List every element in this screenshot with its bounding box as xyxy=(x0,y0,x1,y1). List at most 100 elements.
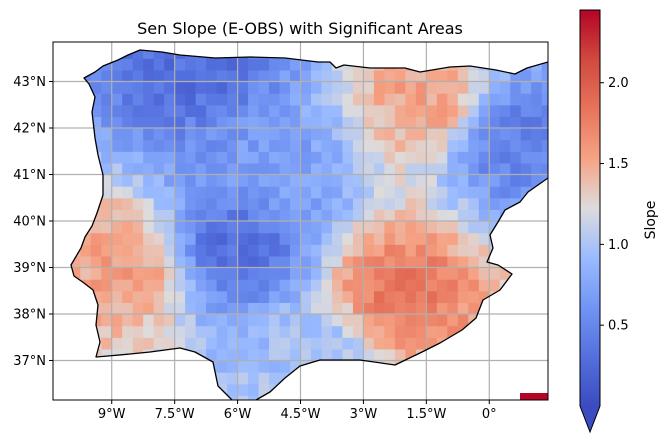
heatmap-cell xyxy=(174,325,186,338)
heatmap-cell xyxy=(363,151,375,164)
chart-title: Sen Slope (E-OBS) with Significant Areas xyxy=(137,19,463,38)
heatmap-cell xyxy=(111,81,123,94)
heatmap-cell xyxy=(310,348,323,362)
heatmap-cell xyxy=(111,221,123,234)
heatmap-cell xyxy=(426,139,438,152)
heatmap-cell xyxy=(384,197,396,210)
heatmap-cell xyxy=(436,162,448,176)
heatmap-cell xyxy=(269,267,281,280)
heatmap-cell xyxy=(195,255,207,269)
heatmap-cell xyxy=(237,58,249,71)
heatmap-cell xyxy=(300,209,312,222)
heatmap-cell xyxy=(185,232,197,245)
heatmap-cell xyxy=(90,267,102,280)
heatmap-cell xyxy=(384,302,396,315)
heatmap-cell xyxy=(405,290,417,303)
heatmap-cell xyxy=(216,197,228,210)
heatmap-cell xyxy=(310,325,323,338)
heatmap-cell xyxy=(468,209,480,222)
heatmap-cell xyxy=(478,174,490,187)
heatmap-cell xyxy=(426,209,438,222)
heatmap-cell xyxy=(373,255,385,269)
heatmap-cell xyxy=(132,50,144,59)
heatmap-cell xyxy=(321,104,333,117)
heatmap-cell xyxy=(310,209,323,222)
heatmap-cell xyxy=(447,279,459,292)
heatmap-cell xyxy=(195,209,207,222)
heatmap-cell xyxy=(510,139,522,152)
heatmap-cell xyxy=(373,139,385,152)
heatmap-cell xyxy=(394,302,406,315)
heatmap-cell xyxy=(415,81,427,94)
heatmap-cell xyxy=(101,174,113,187)
heatmap-cell xyxy=(185,290,197,303)
heatmap-cell xyxy=(478,162,490,176)
heatmap-cell xyxy=(143,279,155,292)
heatmap-cell xyxy=(216,58,228,71)
heatmap-cell xyxy=(331,151,344,164)
heatmap-cell xyxy=(258,255,270,269)
heatmap-cell xyxy=(279,255,291,269)
heatmap-cell xyxy=(111,128,123,141)
heatmap-cell xyxy=(122,325,134,338)
heatmap-cell xyxy=(195,128,207,141)
heatmap-cell xyxy=(541,81,548,94)
heatmap-cell xyxy=(174,139,186,152)
heatmap-cell xyxy=(143,93,155,106)
heatmap-cell xyxy=(489,93,501,106)
heatmap-cell xyxy=(227,186,239,199)
heatmap-cell xyxy=(248,93,260,106)
heatmap-cell xyxy=(447,325,459,338)
heatmap-cell xyxy=(111,162,123,176)
heatmap-cell xyxy=(132,116,144,129)
heatmap-cell xyxy=(185,302,197,315)
heatmap-cell xyxy=(237,232,249,245)
y-tick-label: 42°N xyxy=(13,122,46,137)
heatmap-cell xyxy=(342,93,354,106)
heatmap-cell xyxy=(164,313,176,327)
heatmap-cell xyxy=(520,128,532,141)
heatmap-cell xyxy=(111,197,123,210)
heatmap-cell xyxy=(499,151,511,164)
heatmap-cell xyxy=(279,302,291,315)
heatmap-cell xyxy=(143,209,155,222)
heatmap-cell xyxy=(101,151,113,164)
x-tick-label: 6°W xyxy=(224,407,252,422)
heatmap-cell xyxy=(331,313,344,327)
heatmap-cell xyxy=(290,232,302,245)
heatmap-cell xyxy=(510,174,522,187)
heatmap-cell xyxy=(457,290,469,303)
heatmap-cell xyxy=(447,221,459,234)
heatmap-cell xyxy=(405,232,417,245)
heatmap-cell xyxy=(394,290,406,303)
heatmap-cell xyxy=(342,302,354,315)
heatmap-cell xyxy=(426,93,438,106)
heatmap-cell xyxy=(468,244,480,257)
heatmap-cell xyxy=(394,209,406,222)
heatmap-cell xyxy=(510,116,522,129)
heatmap-cell xyxy=(499,186,511,199)
heatmap-cell xyxy=(206,69,218,83)
heatmap-cell xyxy=(269,116,281,129)
heatmap-cell xyxy=(185,337,197,350)
heatmap-cell xyxy=(300,58,312,71)
heatmap-cell xyxy=(164,267,176,280)
heatmap-cell xyxy=(122,69,134,83)
heatmap-cell xyxy=(174,116,186,129)
heatmap-cell xyxy=(164,232,176,245)
heatmap-cell xyxy=(373,313,385,327)
heatmap-cell xyxy=(164,197,176,210)
heatmap-cell xyxy=(394,139,406,152)
heatmap-cell xyxy=(426,221,438,234)
heatmap-cell xyxy=(122,244,134,257)
heatmap-cell xyxy=(447,174,459,187)
heatmap-cell xyxy=(195,162,207,176)
heatmap-cell xyxy=(195,186,207,199)
heatmap-cell xyxy=(206,290,218,303)
heatmap-cell xyxy=(237,302,249,315)
heatmap-cell xyxy=(279,162,291,176)
heatmap-cell xyxy=(447,81,459,94)
heatmap-cell xyxy=(164,302,176,315)
heatmap-cell xyxy=(310,221,323,234)
heatmap-cell xyxy=(237,337,249,350)
